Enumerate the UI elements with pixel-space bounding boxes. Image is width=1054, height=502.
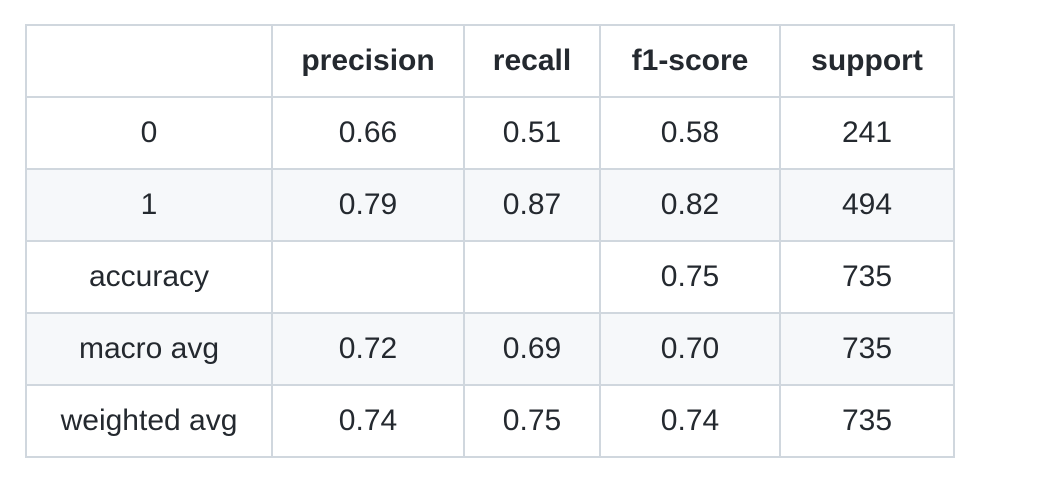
precision-cell: 0.79	[271, 168, 465, 242]
table-row: macro avg 0.72 0.69 0.70 735	[25, 312, 955, 386]
f1-score-cell: 0.74	[599, 384, 781, 458]
precision-cell: 0.72	[271, 312, 465, 386]
row-label: 1	[25, 168, 273, 242]
support-cell: 735	[779, 312, 955, 386]
recall-cell: 0.51	[463, 96, 601, 170]
row-label: macro avg	[25, 312, 273, 386]
precision-cell: 0.74	[271, 384, 465, 458]
row-label: weighted avg	[25, 384, 273, 458]
row-label: 0	[25, 96, 273, 170]
support-cell: 494	[779, 168, 955, 242]
table-row: weighted avg 0.74 0.75 0.74 735	[25, 384, 955, 458]
support-cell: 735	[779, 240, 955, 314]
precision-cell: 0.66	[271, 96, 465, 170]
table-row: 0 0.66 0.51 0.58 241	[25, 96, 955, 170]
table-row: 1 0.79 0.87 0.82 494	[25, 168, 955, 242]
recall-cell	[463, 240, 601, 314]
recall-cell: 0.69	[463, 312, 601, 386]
recall-cell: 0.87	[463, 168, 601, 242]
f1-score-cell: 0.58	[599, 96, 781, 170]
header-cell-f1-score: f1-score	[599, 24, 781, 98]
header-cell-recall: recall	[463, 24, 601, 98]
support-cell: 241	[779, 96, 955, 170]
support-cell: 735	[779, 384, 955, 458]
f1-score-cell: 0.75	[599, 240, 781, 314]
header-cell-empty	[25, 24, 273, 98]
f1-score-cell: 0.82	[599, 168, 781, 242]
recall-cell: 0.75	[463, 384, 601, 458]
f1-score-cell: 0.70	[599, 312, 781, 386]
table-header-row: precision recall f1-score support	[25, 24, 955, 98]
classification-report-table: precision recall f1-score support 0 0.66…	[25, 24, 955, 458]
table-row: accuracy 0.75 735	[25, 240, 955, 314]
row-label: accuracy	[25, 240, 273, 314]
header-cell-precision: precision	[271, 24, 465, 98]
header-cell-support: support	[779, 24, 955, 98]
precision-cell	[271, 240, 465, 314]
